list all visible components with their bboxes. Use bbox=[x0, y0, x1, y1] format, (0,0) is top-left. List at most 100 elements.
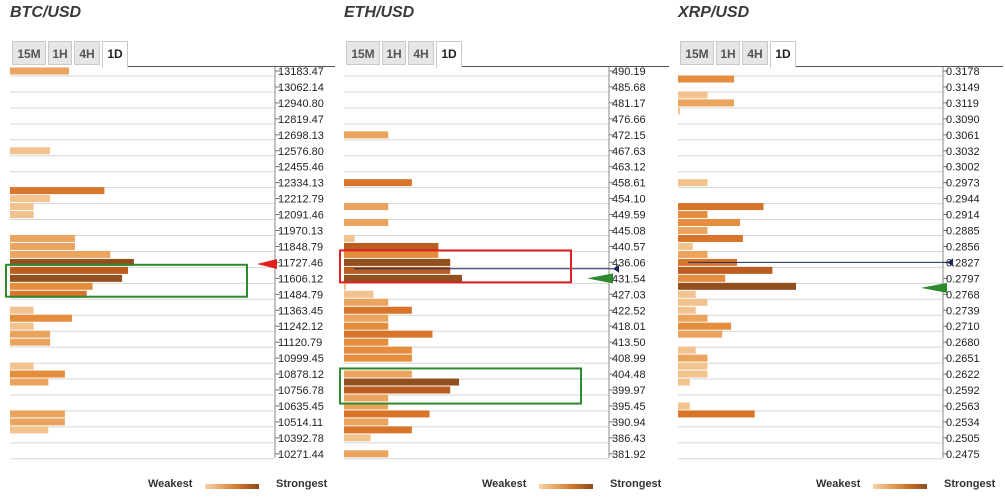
confluence-bar bbox=[678, 330, 723, 338]
confluence-bar bbox=[344, 426, 412, 434]
price-label: 422.52 bbox=[612, 305, 646, 317]
tab-4h[interactable]: 4H bbox=[74, 41, 100, 65]
price-label: 13062.14 bbox=[278, 82, 324, 94]
price-label: 0.2651 bbox=[946, 353, 980, 365]
confluence-bar bbox=[678, 290, 696, 298]
confluence-bar bbox=[10, 362, 34, 370]
confluence-bar bbox=[678, 179, 708, 187]
price-label: 490.19 bbox=[612, 66, 646, 78]
confluence-bar bbox=[10, 266, 128, 274]
confluence-bar bbox=[344, 386, 451, 394]
price-label: 11242.12 bbox=[278, 321, 323, 333]
price-label: 0.2856 bbox=[946, 241, 980, 253]
confluence-bar bbox=[10, 290, 87, 298]
tab-1h[interactable]: 1H bbox=[48, 41, 72, 65]
price-label: 12576.80 bbox=[278, 146, 324, 158]
confluence-bar bbox=[344, 410, 430, 418]
confluence-bar bbox=[678, 107, 680, 115]
price-label: 445.08 bbox=[612, 226, 646, 238]
confluence-bar bbox=[678, 274, 726, 282]
price-label: 386.43 bbox=[612, 433, 646, 445]
tab-4h[interactable]: 4H bbox=[742, 41, 768, 65]
price-label: 0.3061 bbox=[946, 130, 980, 142]
legend-weakest: Weakest bbox=[816, 478, 861, 490]
price-label: 11727.46 bbox=[278, 257, 323, 269]
confluence-bar bbox=[344, 354, 412, 362]
confluence-bar bbox=[678, 362, 708, 370]
confluence-bar bbox=[678, 266, 773, 274]
confluence-bar bbox=[678, 282, 796, 290]
confluence-bar bbox=[344, 370, 412, 378]
price-label: 485.68 bbox=[612, 82, 646, 94]
confluence-bar bbox=[344, 219, 389, 227]
confluence-bar bbox=[344, 338, 389, 346]
legend-strongest: Strongest bbox=[276, 478, 328, 490]
price-label: 404.48 bbox=[612, 369, 646, 381]
price-label: 10999.45 bbox=[278, 353, 324, 365]
confluence-bar bbox=[678, 91, 708, 99]
tab-1h[interactable]: 1H bbox=[716, 41, 740, 65]
price-label: 12819.47 bbox=[278, 114, 324, 126]
price-label: 381.92 bbox=[612, 449, 646, 461]
tab-15m[interactable]: 15M bbox=[346, 41, 380, 65]
tab-1h[interactable]: 1H bbox=[382, 41, 406, 65]
confluence-bar bbox=[10, 378, 49, 386]
tab-15m[interactable]: 15M bbox=[680, 41, 714, 65]
price-label: 0.2768 bbox=[946, 289, 980, 301]
confluence-bar bbox=[344, 266, 451, 274]
price-label: 11120.79 bbox=[278, 337, 322, 349]
price-label: 0.3119 bbox=[946, 98, 979, 110]
confluence-bar bbox=[344, 298, 389, 306]
confluence-bar bbox=[678, 203, 764, 211]
price-label: 11363.45 bbox=[278, 305, 323, 317]
price-label: 0.2797 bbox=[946, 273, 980, 285]
price-label: 408.99 bbox=[612, 353, 646, 365]
price-label: 0.2563 bbox=[946, 401, 980, 413]
tab-1d[interactable]: 1D bbox=[102, 41, 128, 68]
legend-strongest: Strongest bbox=[944, 478, 996, 490]
confluence-bar bbox=[678, 322, 732, 330]
confluence-bar bbox=[678, 354, 708, 362]
tab-1d[interactable]: 1D bbox=[436, 41, 462, 68]
highlight-box bbox=[339, 249, 572, 284]
price-label: 12334.13 bbox=[278, 178, 324, 190]
price-label: 418.01 bbox=[612, 321, 646, 333]
highlight-box bbox=[339, 367, 582, 405]
confluence-bar bbox=[344, 314, 389, 322]
confluence-bar bbox=[10, 410, 65, 418]
price-label: 413.50 bbox=[612, 337, 646, 349]
tab-4h[interactable]: 4H bbox=[408, 41, 434, 65]
resistance-arrow bbox=[587, 273, 613, 284]
price-label: 458.61 bbox=[612, 178, 646, 190]
price-label: 0.2505 bbox=[946, 433, 980, 445]
panel-xrpusd: XRP/USD 15M 1H 4H 1D 0.3178 0.3149 0.3119 0… bbox=[678, 0, 1003, 500]
price-label: 12091.46 bbox=[278, 210, 324, 222]
tab-15m[interactable]: 15M bbox=[12, 41, 46, 65]
confluence-bar bbox=[344, 131, 389, 139]
tab-1d[interactable]: 1D bbox=[770, 41, 796, 68]
confluence-bar bbox=[344, 402, 389, 410]
price-label: 0.2592 bbox=[946, 385, 980, 397]
confluence-bar bbox=[344, 250, 439, 258]
current-price-marker bbox=[613, 264, 619, 273]
price-label: 0.2680 bbox=[946, 337, 980, 349]
confluence-bar bbox=[678, 242, 693, 250]
confluence-bar bbox=[678, 410, 755, 418]
tab-divider bbox=[462, 66, 669, 67]
confluence-bar bbox=[678, 234, 743, 242]
price-label: 0.3149 bbox=[946, 82, 980, 94]
price-label: 11848.79 bbox=[278, 241, 323, 253]
price-label: 11606.12 bbox=[278, 273, 323, 285]
price-label: 440.57 bbox=[612, 241, 646, 253]
price-label: 10878.12 bbox=[278, 369, 324, 381]
price-label: 12455.46 bbox=[278, 162, 324, 174]
price-label: 0.3178 bbox=[946, 66, 980, 78]
price-label: 10635.45 bbox=[278, 401, 324, 413]
price-label: 395.45 bbox=[612, 401, 646, 413]
current-price-marker bbox=[947, 258, 953, 267]
resistance-arrow bbox=[921, 282, 947, 293]
panel-title: XRP/USD bbox=[678, 4, 750, 21]
confluence-bar bbox=[10, 250, 111, 258]
confluence-bar bbox=[344, 258, 451, 266]
confluence-bar bbox=[678, 250, 708, 258]
